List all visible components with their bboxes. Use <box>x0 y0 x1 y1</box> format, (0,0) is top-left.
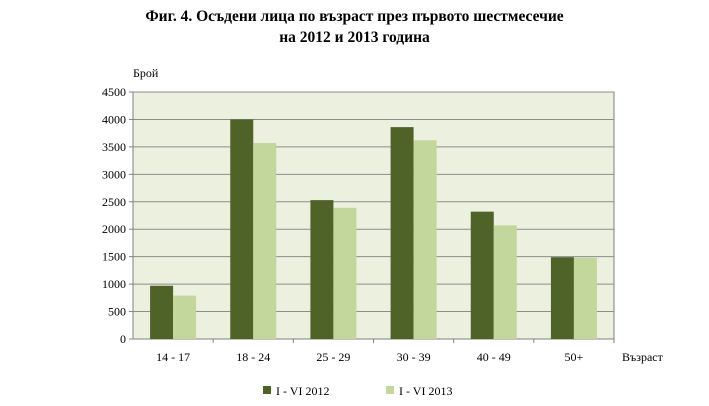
bar <box>230 119 254 339</box>
x-tick-label: 18 - 24 <box>236 350 270 364</box>
y-tick-label: 4500 <box>102 85 126 99</box>
bar <box>413 140 437 339</box>
bar <box>493 225 517 339</box>
legend-label: I - VI 2013 <box>399 384 452 398</box>
y-tick-label: 4000 <box>102 112 126 126</box>
x-tick-label: 50+ <box>565 350 584 364</box>
legend-swatch <box>263 386 271 394</box>
y-tick-label: 0 <box>120 332 126 346</box>
x-tick-label: 14 - 17 <box>156 350 190 364</box>
bar <box>310 200 334 339</box>
bar <box>150 285 174 339</box>
bar <box>573 257 597 339</box>
y-tick-label: 2500 <box>102 195 126 209</box>
bar <box>390 127 414 339</box>
chart-title-line-1: Фиг. 4. Осъдени лица по възраст през пър… <box>145 8 564 25</box>
bar <box>470 211 494 339</box>
chart-title-line-2: на 2012 и 2013 година <box>279 29 430 46</box>
legend-swatch <box>386 386 394 394</box>
plot-background <box>132 91 615 340</box>
bar <box>333 207 357 339</box>
bar <box>173 295 197 339</box>
y-tick-label: 1500 <box>102 250 126 264</box>
y-tick-label: 1000 <box>102 277 126 291</box>
y-axis-label: Брой <box>133 66 159 80</box>
bar <box>253 143 277 339</box>
legend: I - VI 2012 I - VI 2013 <box>263 384 452 398</box>
x-tick-label: 30 - 39 <box>397 350 431 364</box>
y-tick-label: 3000 <box>102 167 126 181</box>
y-tick-label: 3500 <box>102 140 126 154</box>
bar <box>550 257 574 339</box>
plot-area: 0 500 1000 1500 2000 2500 3000 3500 4000 4500 14 -… <box>102 85 615 364</box>
x-axis-label: Възраст <box>622 350 664 364</box>
x-tick-label: 25 - 29 <box>316 350 350 364</box>
x-tick-label: 40 - 49 <box>477 350 511 364</box>
legend-label: I - VI 2012 <box>276 384 329 398</box>
y-tick-label: 2000 <box>102 222 126 236</box>
y-tick-label: 500 <box>108 305 126 319</box>
